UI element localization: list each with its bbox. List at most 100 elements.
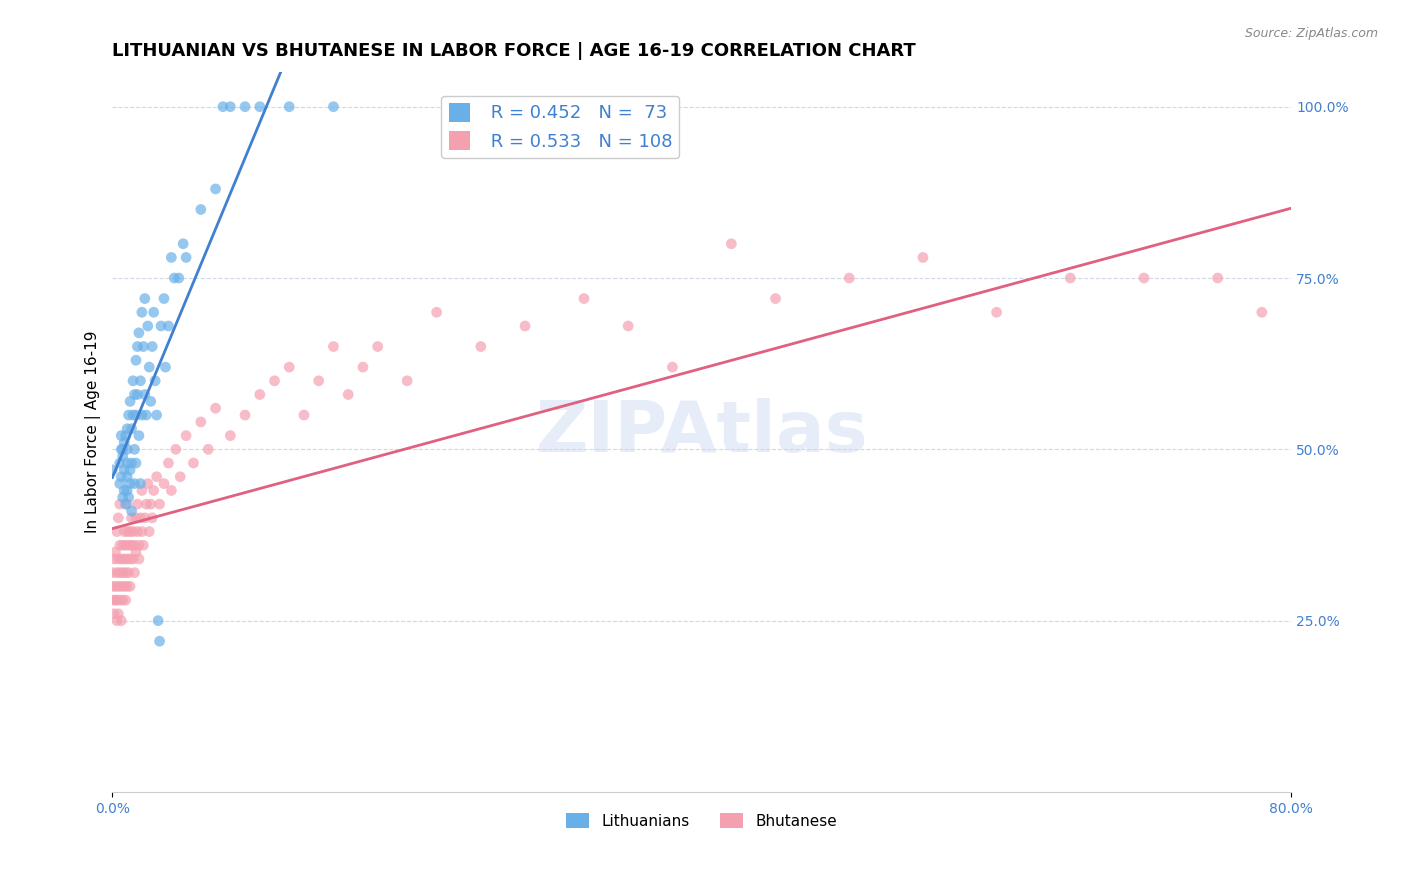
- Point: [125, 456, 148, 470]
- Point: [110, 469, 132, 483]
- Point: [121, 456, 143, 470]
- Point: [134, 387, 156, 401]
- Legend: Lithuanians, Bhutanese: Lithuanians, Bhutanese: [561, 806, 844, 835]
- Point: [127, 387, 149, 401]
- Point: [167, 271, 190, 285]
- Point: [1354, 100, 1376, 114]
- Point: [110, 614, 132, 628]
- Point: [263, 374, 285, 388]
- Point: [145, 408, 167, 422]
- Point: [129, 476, 152, 491]
- Point: [212, 100, 235, 114]
- Point: [1309, 100, 1331, 114]
- Point: [111, 593, 134, 607]
- Point: [155, 360, 177, 375]
- Point: [1250, 305, 1272, 319]
- Point: [122, 374, 145, 388]
- Point: [110, 428, 132, 442]
- Point: [143, 374, 166, 388]
- Point: [135, 497, 157, 511]
- Point: [117, 408, 139, 422]
- Point: [115, 422, 138, 436]
- Point: [148, 497, 170, 511]
- Point: [127, 339, 149, 353]
- Point: [111, 491, 134, 505]
- Point: [911, 251, 934, 265]
- Point: [115, 442, 138, 457]
- Point: [138, 360, 160, 375]
- Point: [120, 476, 142, 491]
- Point: [136, 318, 159, 333]
- Point: [112, 483, 135, 498]
- Point: [108, 456, 131, 470]
- Point: [172, 236, 194, 251]
- Point: [115, 483, 138, 498]
- Point: [124, 442, 146, 457]
- Point: [115, 552, 138, 566]
- Point: [121, 538, 143, 552]
- Point: [108, 566, 131, 580]
- Point: [103, 607, 125, 621]
- Point: [107, 552, 129, 566]
- Point: [112, 524, 135, 539]
- Point: [129, 374, 152, 388]
- Point: [127, 497, 149, 511]
- Point: [108, 538, 131, 552]
- Point: [101, 579, 124, 593]
- Point: [115, 469, 138, 483]
- Point: [103, 552, 125, 566]
- Point: [121, 504, 143, 518]
- Point: [131, 305, 153, 319]
- Point: [157, 318, 180, 333]
- Point: [128, 552, 150, 566]
- Point: [125, 545, 148, 559]
- Point: [1206, 271, 1229, 285]
- Point: [110, 552, 132, 566]
- Point: [120, 552, 142, 566]
- Point: [174, 428, 197, 442]
- Point: [108, 497, 131, 511]
- Point: [111, 442, 134, 457]
- Point: [190, 202, 212, 217]
- Point: [114, 428, 136, 442]
- Point: [120, 524, 142, 539]
- Point: [141, 339, 163, 353]
- Point: [322, 339, 344, 353]
- Point: [127, 524, 149, 539]
- Point: [104, 593, 127, 607]
- Point: [165, 442, 187, 457]
- Point: [308, 374, 330, 388]
- Point: [120, 394, 142, 409]
- Point: [114, 593, 136, 607]
- Point: [163, 271, 186, 285]
- Point: [125, 511, 148, 525]
- Point: [138, 524, 160, 539]
- Point: [131, 524, 153, 539]
- Point: [197, 442, 219, 457]
- Point: [104, 579, 127, 593]
- Point: [128, 538, 150, 552]
- Point: [160, 251, 183, 265]
- Point: [128, 326, 150, 340]
- Point: [183, 456, 205, 470]
- Point: [132, 538, 155, 552]
- Point: [114, 566, 136, 580]
- Point: [160, 483, 183, 498]
- Point: [367, 339, 389, 353]
- Point: [136, 476, 159, 491]
- Point: [219, 100, 242, 114]
- Point: [111, 449, 134, 463]
- Point: [278, 100, 301, 114]
- Point: [572, 292, 595, 306]
- Point: [121, 511, 143, 525]
- Point: [111, 538, 134, 552]
- Point: [125, 408, 148, 422]
- Point: [122, 524, 145, 539]
- Text: LITHUANIAN VS BHUTANESE IN LABOR FORCE | AGE 16-19 CORRELATION CHART: LITHUANIAN VS BHUTANESE IN LABOR FORCE |…: [112, 42, 917, 60]
- Point: [352, 360, 374, 375]
- Point: [134, 292, 156, 306]
- Point: [112, 463, 135, 477]
- Point: [174, 251, 197, 265]
- Point: [720, 236, 742, 251]
- Point: [101, 566, 124, 580]
